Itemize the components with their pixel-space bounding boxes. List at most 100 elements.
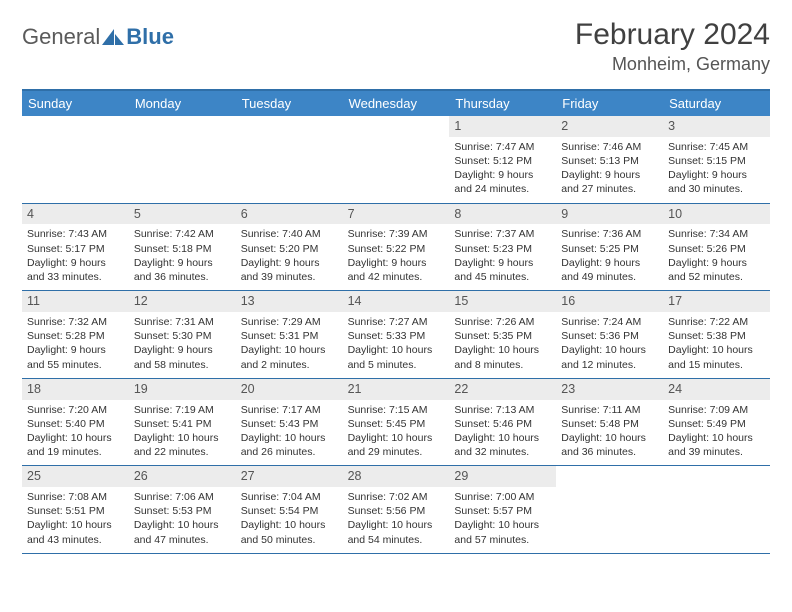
daylight-line: Daylight: 10 hours and 39 minutes. (668, 431, 765, 459)
sunset-line: Sunset: 5:54 PM (241, 504, 338, 518)
sunset-line: Sunset: 5:36 PM (561, 329, 658, 343)
calendar-cell: 23Sunrise: 7:11 AMSunset: 5:48 PMDayligh… (556, 379, 663, 466)
sunrise-line: Sunrise: 7:26 AM (454, 315, 551, 329)
calendar-week: 18Sunrise: 7:20 AMSunset: 5:40 PMDayligh… (22, 379, 770, 467)
calendar-cell: 2Sunrise: 7:46 AMSunset: 5:13 PMDaylight… (556, 116, 663, 203)
calendar-cell-empty (236, 116, 343, 203)
daylight-line: Daylight: 10 hours and 26 minutes. (241, 431, 338, 459)
day-number: 9 (556, 204, 663, 225)
sunset-line: Sunset: 5:48 PM (561, 417, 658, 431)
logo-text-general: General (22, 24, 100, 50)
header: General Blue February 2024 Monheim, Germ… (22, 18, 770, 75)
day-number: 16 (556, 291, 663, 312)
daylight-line: Daylight: 10 hours and 29 minutes. (348, 431, 445, 459)
sunrise-line: Sunrise: 7:09 AM (668, 403, 765, 417)
calendar-cell: 13 Sunrise: 7:29 AMSunset: 5:31 PMDayligh… (236, 291, 343, 378)
day-number: 6 (236, 204, 343, 225)
day-number: 15 (449, 291, 556, 312)
sunset-line: Sunset: 5:35 PM (454, 329, 551, 343)
sunset-line: Sunset: 5:25 PM (561, 242, 658, 256)
calendar-cell: 8Sunrise: 7:37 AMSunset: 5:23 PMDaylight… (449, 204, 556, 291)
sunrise-line: Sunrise: 7:40 AM (241, 227, 338, 241)
sunset-line: Sunset: 5:12 PM (454, 154, 551, 168)
daylight-line: Daylight: 10 hours and 54 minutes. (348, 518, 445, 546)
day-number: 4 (22, 204, 129, 225)
day-number: 10 (663, 204, 770, 225)
sunrise-line: Sunrise: 7:29 AM (241, 315, 338, 329)
calendar-cell: 10Sunrise: 7:34 AMSunset: 5:26 PMDayligh… (663, 204, 770, 291)
calendar-week: 4Sunrise: 7:43 AMSunset: 5:17 PMDaylight… (22, 204, 770, 292)
sunset-line: Sunset: 5:31 PM (241, 329, 338, 343)
sunset-line: Sunset: 5:53 PM (134, 504, 231, 518)
sunrise-line: Sunrise: 7:19 AM (134, 403, 231, 417)
daylight-line: Daylight: 10 hours and 19 minutes. (27, 431, 124, 459)
daylight-line: Daylight: 10 hours and 43 minutes. (27, 518, 124, 546)
calendar-cell: 29Sunrise: 7:00 AMSunset: 5:57 PMDayligh… (449, 466, 556, 553)
sunrise-line: Sunrise: 7:15 AM (348, 403, 445, 417)
sunrise-line: Sunrise: 7:13 AM (454, 403, 551, 417)
calendar-cell: 27Sunrise: 7:04 AMSunset: 5:54 PMDayligh… (236, 466, 343, 553)
calendar-cell-empty (556, 466, 663, 553)
logo-sail-icon (102, 29, 124, 45)
sunset-line: Sunset: 5:23 PM (454, 242, 551, 256)
sunset-line: Sunset: 5:49 PM (668, 417, 765, 431)
sunset-line: Sunset: 5:40 PM (27, 417, 124, 431)
sunset-line: Sunset: 5:22 PM (348, 242, 445, 256)
day-number: 7 (343, 204, 450, 225)
sunset-line: Sunset: 5:15 PM (668, 154, 765, 168)
calendar-cell: 7 Sunrise: 7:39 AMSunset: 5:22 PMDaylight… (343, 204, 450, 291)
calendar-cell: 4Sunrise: 7:43 AMSunset: 5:17 PMDaylight… (22, 204, 129, 291)
day-number: 14 (343, 291, 450, 312)
day-header: Wednesday (343, 91, 450, 116)
sunrise-line: Sunrise: 7:20 AM (27, 403, 124, 417)
sunrise-line: Sunrise: 7:17 AM (241, 403, 338, 417)
sunrise-line: Sunrise: 7:34 AM (668, 227, 765, 241)
title-block: February 2024 Monheim, Germany (575, 18, 770, 75)
day-number: 1 (449, 116, 556, 137)
sunrise-line: Sunrise: 7:36 AM (561, 227, 658, 241)
sunset-line: Sunset: 5:20 PM (241, 242, 338, 256)
sunrise-line: Sunrise: 7:37 AM (454, 227, 551, 241)
day-number: 22 (449, 379, 556, 400)
sunset-line: Sunset: 5:17 PM (27, 242, 124, 256)
sunrise-line: Sunrise: 7:22 AM (668, 315, 765, 329)
sunset-line: Sunset: 5:46 PM (454, 417, 551, 431)
logo-text-blue: Blue (126, 24, 174, 50)
calendar-cell: 12Sunrise: 7:31 AMSunset: 5:30 PMDayligh… (129, 291, 236, 378)
calendar-cell: 16Sunrise: 7:24 AMSunset: 5:36 PMDayligh… (556, 291, 663, 378)
sunset-line: Sunset: 5:51 PM (27, 504, 124, 518)
sunrise-line: Sunrise: 7:27 AM (348, 315, 445, 329)
daylight-line: Daylight: 10 hours and 15 minutes. (668, 343, 765, 371)
sunrise-line: Sunrise: 7:04 AM (241, 490, 338, 504)
sunrise-line: Sunrise: 7:39 AM (348, 227, 445, 241)
day-number: 27 (236, 466, 343, 487)
sunset-line: Sunset: 5:30 PM (134, 329, 231, 343)
month-title: February 2024 (575, 18, 770, 52)
day-number: 13 (236, 291, 343, 312)
sunset-line: Sunset: 5:28 PM (27, 329, 124, 343)
day-number: 8 (449, 204, 556, 225)
calendar-cell: 6Sunrise: 7:40 AMSunset: 5:20 PMDaylight… (236, 204, 343, 291)
calendar-cell: 1Sunrise: 7:47 AMSunset: 5:12 PMDaylight… (449, 116, 556, 203)
sunrise-line: Sunrise: 7:24 AM (561, 315, 658, 329)
calendar-cell: 5Sunrise: 7:42 AMSunset: 5:18 PMDaylight… (129, 204, 236, 291)
daylight-line: Daylight: 9 hours and 42 minutes. (348, 256, 445, 284)
day-number: 28 (343, 466, 450, 487)
sunset-line: Sunset: 5:26 PM (668, 242, 765, 256)
daylight-line: Daylight: 9 hours and 36 minutes. (134, 256, 231, 284)
daylight-line: Daylight: 10 hours and 2 minutes. (241, 343, 338, 371)
day-number: 2 (556, 116, 663, 137)
day-number: 12 (129, 291, 236, 312)
daylight-line: Daylight: 10 hours and 32 minutes. (454, 431, 551, 459)
calendar: SundayMondayTuesdayWednesdayThursdayFrid… (22, 89, 770, 554)
daylight-line: Daylight: 9 hours and 30 minutes. (668, 168, 765, 196)
sunrise-line: Sunrise: 7:32 AM (27, 315, 124, 329)
sunset-line: Sunset: 5:13 PM (561, 154, 658, 168)
sunset-line: Sunset: 5:43 PM (241, 417, 338, 431)
calendar-cell: 17Sunrise: 7:22 AMSunset: 5:38 PMDayligh… (663, 291, 770, 378)
logo: General Blue (22, 18, 174, 50)
sunrise-line: Sunrise: 7:06 AM (134, 490, 231, 504)
calendar-cell: 20Sunrise: 7:17 AMSunset: 5:43 PMDayligh… (236, 379, 343, 466)
calendar-cell: 9Sunrise: 7:36 AMSunset: 5:25 PMDaylight… (556, 204, 663, 291)
daylight-line: Daylight: 9 hours and 27 minutes. (561, 168, 658, 196)
